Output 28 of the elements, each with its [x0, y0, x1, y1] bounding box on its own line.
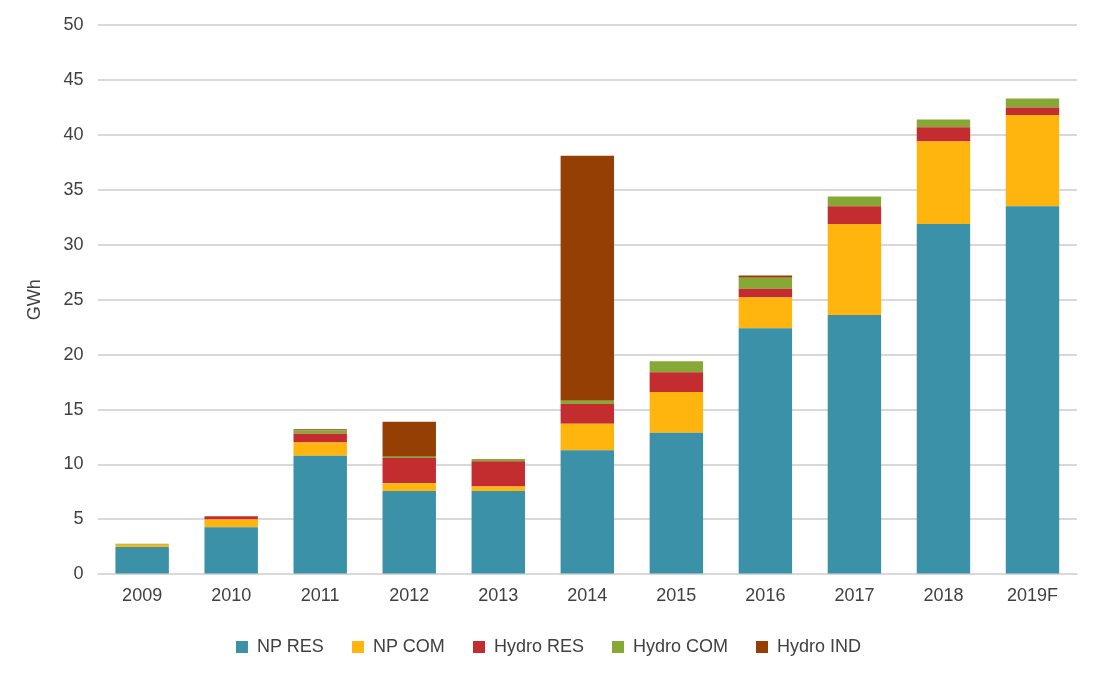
x-tick-label: 2013: [478, 585, 519, 606]
x-tick-label: 2015: [656, 585, 697, 606]
y-axis-title: GWh: [23, 279, 44, 321]
y-tick-label: 40: [63, 123, 84, 144]
y-tick-label: 50: [63, 13, 84, 34]
y-tick-label: 5: [73, 508, 84, 529]
y-tick-label: 45: [63, 68, 84, 89]
y-tick-label: 20: [63, 343, 84, 364]
y-tick-label: 10: [63, 453, 84, 474]
x-tick-label: 2018: [923, 585, 964, 606]
x-tick-label: 2016: [745, 585, 786, 606]
x-tick-label: 2014: [567, 585, 608, 606]
legend-label: NP COM: [372, 635, 445, 656]
x-tick-label: 2017: [834, 585, 875, 606]
x-tick-label: 2011: [300, 585, 340, 606]
legend-label: Hydro COM: [633, 635, 729, 656]
legend-label: Hydro IND: [777, 635, 862, 656]
x-tick-label: 2019F: [1006, 585, 1059, 606]
x-tick-label: 2010: [211, 585, 252, 606]
x-tick-label: 2012: [389, 585, 430, 606]
x-tick-label: 2009: [122, 585, 163, 606]
y-tick-label: 25: [63, 288, 84, 309]
legend-label: Hydro RES: [493, 635, 585, 656]
legend-label: NP RES: [256, 635, 324, 656]
y-tick-label: 0: [73, 563, 84, 584]
y-tick-label: 30: [63, 233, 84, 254]
y-tick-label: 35: [63, 178, 84, 199]
y-tick-label: 15: [63, 398, 84, 419]
